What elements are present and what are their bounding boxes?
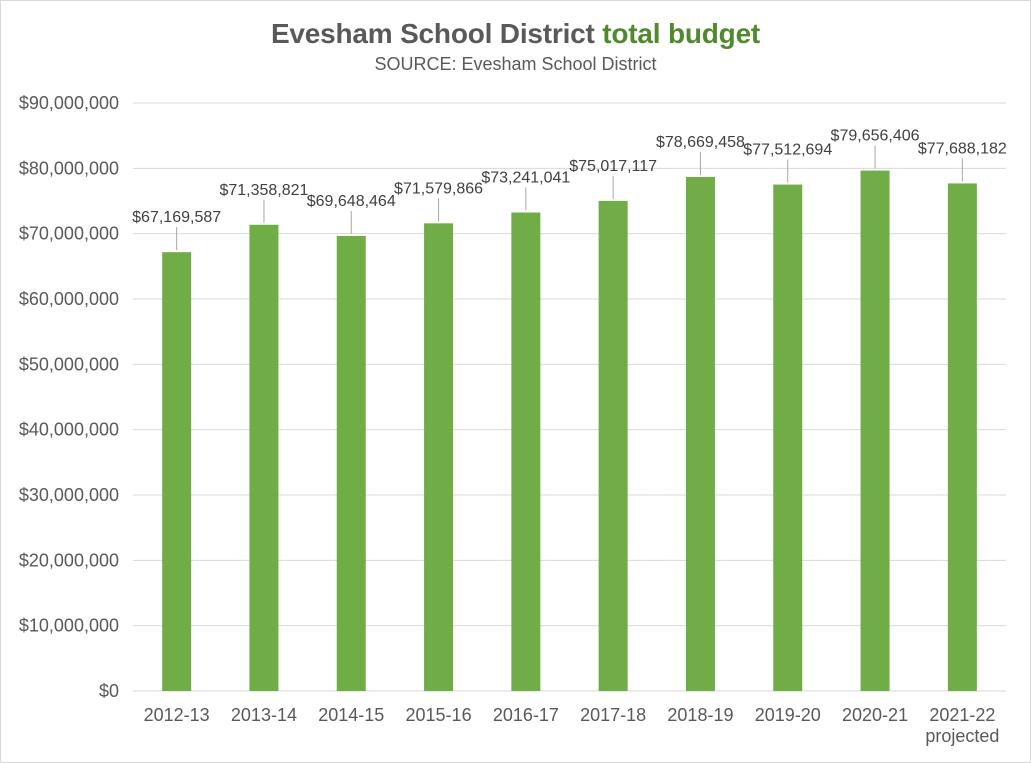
y-tick-label: $0	[99, 681, 119, 701]
y-tick-label: $50,000,000	[19, 354, 119, 374]
bar	[162, 252, 192, 691]
bar	[424, 223, 454, 691]
bar	[249, 224, 279, 691]
bar	[685, 177, 715, 691]
data-label: $73,241,041	[481, 169, 570, 186]
y-tick-label: $80,000,000	[19, 158, 119, 178]
x-tick-label: 2021-22 projected	[925, 705, 999, 746]
chart-title-main: Evesham School District	[270, 18, 595, 49]
data-label: $78,669,458	[656, 134, 745, 151]
y-tick-label: $40,000,000	[19, 420, 119, 440]
data-label: $67,169,587	[132, 209, 221, 226]
bar	[860, 170, 890, 692]
data-label: $79,656,406	[831, 128, 920, 145]
x-tick-label: 2015-16	[406, 705, 472, 725]
y-tick-label: $90,000,000	[19, 93, 119, 113]
bar	[511, 212, 541, 691]
data-label: $69,648,464	[307, 193, 396, 210]
chart-title-accent: total budget	[602, 18, 761, 49]
y-tick-label: $70,000,000	[19, 224, 119, 244]
x-tick-label: 2012-13	[144, 705, 210, 725]
data-label: $77,688,182	[918, 140, 1007, 157]
bar	[598, 200, 628, 691]
bar	[773, 184, 803, 691]
x-tick-label: 2020-21	[842, 705, 908, 725]
chart-subtitle: SOURCE: Evesham School District	[374, 54, 657, 74]
data-label: $71,579,866	[394, 180, 483, 197]
y-tick-label: $10,000,000	[19, 616, 119, 636]
data-label: $77,512,694	[743, 142, 832, 159]
x-tick-label: 2018-19	[667, 705, 733, 725]
x-tick-label: 2017-18	[580, 705, 646, 725]
y-tick-label: $60,000,000	[19, 289, 119, 309]
chart-title: Evesham School District total budget	[0, 18, 1031, 50]
x-tick-label: 2013-14	[231, 705, 297, 725]
x-tick-label: 2014-15	[318, 705, 384, 725]
data-label: $71,358,821	[219, 182, 308, 199]
y-tick-label: $30,000,000	[19, 485, 119, 505]
y-tick-label: $20,000,000	[19, 550, 119, 570]
x-tick-label: 2016-17	[493, 705, 559, 725]
bar	[947, 183, 977, 692]
x-tick-label: 2019-20	[755, 705, 821, 725]
data-label: $75,017,117	[569, 158, 657, 175]
bar	[336, 235, 366, 691]
